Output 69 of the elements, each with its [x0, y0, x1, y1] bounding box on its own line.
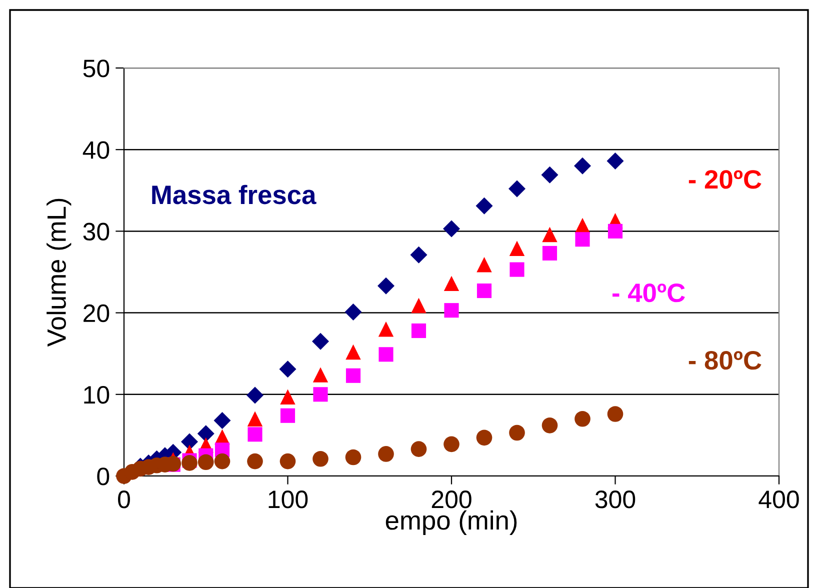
- x-tick-label: 0: [118, 490, 130, 508]
- point: [508, 180, 526, 198]
- point: [246, 386, 264, 404]
- text: Massa fresca: [152, 184, 316, 204]
- point: [410, 246, 428, 264]
- point: [197, 425, 214, 442]
- point: [214, 412, 231, 430]
- point: [279, 360, 296, 378]
- point: [214, 453, 230, 470]
- point: [280, 408, 296, 423]
- y-axis-title: Volume (mL): [46, 198, 72, 347]
- point: [608, 224, 623, 238]
- point: [346, 368, 361, 383]
- point: [377, 277, 395, 294]
- point: [248, 427, 262, 442]
- point: [476, 197, 493, 214]
- point: [378, 446, 394, 462]
- point: [346, 344, 361, 360]
- point: [542, 417, 558, 434]
- point: [574, 157, 592, 174]
- point: [378, 322, 394, 337]
- point: [509, 424, 525, 441]
- point: [280, 453, 296, 470]
- series-label: - 40ºC: [612, 283, 685, 302]
- x-tick-label: 200: [432, 490, 472, 508]
- x-tick-label: 300: [595, 490, 636, 508]
- point: [476, 283, 492, 298]
- y-tick-label: 30: [83, 222, 110, 241]
- point: [312, 450, 328, 467]
- point: [606, 152, 624, 170]
- point: [542, 226, 558, 242]
- point: [444, 436, 460, 452]
- point: [476, 430, 492, 446]
- point: [509, 240, 525, 256]
- y-tick-label: 50: [83, 60, 110, 78]
- point: [247, 411, 263, 426]
- point: [510, 262, 524, 277]
- text: - 80ºC: [688, 350, 762, 370]
- point: [444, 303, 459, 318]
- point: [574, 410, 590, 427]
- point: [313, 387, 328, 402]
- point: [444, 276, 460, 292]
- text: - 20ºC: [688, 170, 762, 189]
- point: [198, 454, 214, 470]
- point: [411, 323, 426, 338]
- point: [378, 347, 394, 362]
- point: [182, 455, 198, 471]
- point: [312, 367, 328, 382]
- y-tick-label: 20: [84, 304, 110, 322]
- point: [180, 433, 198, 450]
- point: [247, 453, 263, 470]
- x-tick-label: 400: [758, 490, 799, 508]
- point: [410, 441, 427, 457]
- y-tick-label: 10: [84, 386, 110, 404]
- point: [280, 389, 296, 404]
- point: [345, 449, 362, 466]
- point: [476, 257, 492, 272]
- y-tick-label: 0: [97, 468, 110, 486]
- point: [542, 246, 558, 261]
- point: [607, 406, 624, 422]
- x-tick-label: 100: [268, 490, 308, 508]
- point: [344, 303, 362, 320]
- point: [442, 220, 460, 238]
- point: [541, 166, 558, 184]
- point: [411, 298, 426, 314]
- point: [575, 232, 590, 247]
- x-axis-title: empo (min): [386, 510, 517, 536]
- point: [312, 332, 330, 350]
- y-tick-label: 40: [82, 141, 110, 159]
